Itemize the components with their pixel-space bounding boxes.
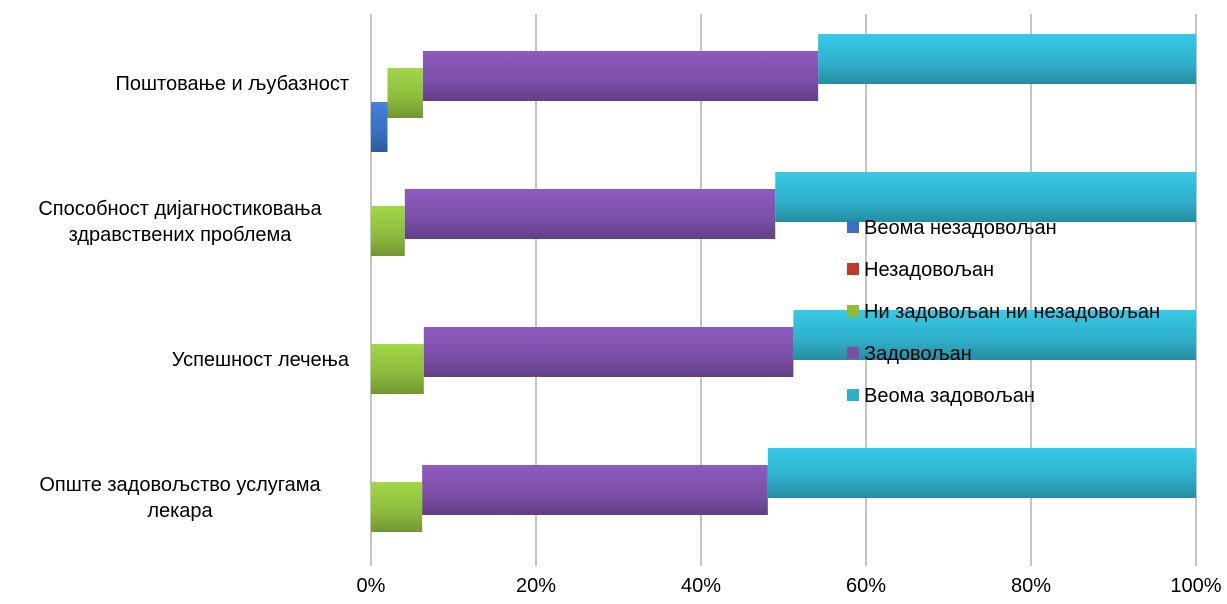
bar — [404, 189, 776, 239]
x-tick-label: 60% — [846, 575, 886, 597]
bar — [371, 206, 405, 256]
x-tick-label: 20% — [516, 575, 556, 597]
legend: Веома незадовољан Незадовољан Ни задовољан… — [847, 217, 1160, 407]
bar-segment — [387, 68, 423, 118]
bar-segment — [371, 102, 388, 152]
bar — [371, 344, 424, 394]
bars — [371, 34, 1196, 532]
x-tick-label: 100% — [1170, 575, 1221, 597]
bar-segment — [371, 482, 423, 532]
legend-label: Веома задовољан — [864, 385, 1035, 407]
bar-segment — [767, 448, 1196, 498]
bar-segment — [371, 206, 405, 256]
bar — [371, 102, 388, 152]
legend-label: Задовољан — [864, 343, 972, 365]
legend-label: Ни задовољан ни незадовољан — [864, 301, 1160, 323]
bar — [793, 310, 1196, 360]
bar-segment — [404, 189, 776, 239]
x-tick-label: 40% — [681, 575, 721, 597]
category-label: Поштовање и љубазност — [115, 73, 349, 95]
x-tick-label: 80% — [1011, 575, 1051, 597]
category-label: Способност дијагностиковања — [38, 198, 322, 220]
bar-segment — [371, 344, 424, 394]
category-label: Успешност лечења — [172, 349, 350, 371]
bar-segment — [422, 51, 819, 101]
legend-label: Веома незадовољан — [864, 217, 1057, 239]
x-tick-labels: 0% 20% 40% 60% 80% 100% — [357, 575, 1222, 597]
category-label: лекара — [147, 500, 213, 522]
category-labels: Поштовање и љубазност Способност дијагнос… — [38, 73, 350, 522]
bar — [775, 172, 1196, 222]
legend-swatch — [847, 305, 859, 317]
bar — [767, 448, 1196, 498]
bar — [423, 327, 794, 377]
bar-segment — [775, 172, 1196, 222]
bar — [422, 51, 819, 101]
grid-lines — [370, 14, 1197, 566]
category-label: здравствених проблема — [69, 224, 293, 246]
bar — [387, 68, 423, 118]
legend-label: Незадовољан — [864, 259, 994, 281]
legend-swatch — [847, 263, 859, 275]
bar — [422, 465, 768, 515]
bar-segment — [818, 34, 1196, 84]
bar-segment — [422, 465, 768, 515]
bar — [818, 34, 1196, 84]
legend-swatch — [847, 389, 859, 401]
category-label: Опште задовољство услугама — [39, 474, 321, 496]
bar — [371, 482, 423, 532]
legend-swatch — [847, 347, 859, 359]
bar-segment — [423, 327, 794, 377]
bar-segment — [793, 310, 1196, 360]
x-tick-label: 0% — [357, 575, 386, 597]
legend-swatch — [847, 221, 859, 233]
